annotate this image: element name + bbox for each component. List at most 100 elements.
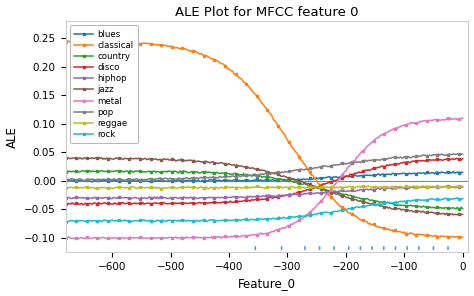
- rock: [63, 220, 68, 223]
- rock: [399, 199, 404, 203]
- Line: classical: classical: [64, 39, 464, 239]
- classical: [299, 159, 305, 163]
- blues: [301, 177, 306, 181]
- blues: [89, 180, 95, 184]
- blues: [399, 172, 404, 176]
- pop: [460, 152, 465, 156]
- Line: rock: rock: [64, 197, 464, 223]
- Line: country: country: [64, 169, 464, 210]
- country: [424, 205, 429, 209]
- metal: [460, 116, 465, 120]
- disco: [63, 202, 68, 206]
- reggae: [301, 186, 306, 189]
- blues: [299, 178, 305, 181]
- pop: [82, 179, 87, 183]
- reggae: [307, 185, 313, 189]
- pop: [301, 168, 306, 171]
- rock: [64, 220, 70, 223]
- Line: hiphop: hiphop: [64, 185, 464, 200]
- jazz: [450, 213, 456, 217]
- hiphop: [137, 197, 143, 201]
- hiphop: [299, 193, 305, 196]
- jazz: [424, 211, 429, 214]
- metal: [115, 237, 120, 240]
- jazz: [301, 181, 306, 184]
- pop: [307, 167, 313, 170]
- metal: [301, 216, 306, 220]
- rock: [299, 215, 305, 218]
- hiphop: [399, 186, 404, 189]
- classical: [301, 161, 306, 165]
- jazz: [63, 156, 68, 160]
- hiphop: [460, 185, 465, 189]
- country: [299, 183, 305, 186]
- rock: [455, 196, 460, 200]
- Line: jazz: jazz: [64, 156, 464, 216]
- metal: [399, 124, 404, 128]
- reggae: [399, 185, 404, 189]
- metal: [424, 119, 429, 123]
- classical: [460, 235, 465, 239]
- pop: [399, 156, 404, 160]
- Line: blues: blues: [64, 170, 464, 183]
- rock: [460, 197, 465, 200]
- country: [301, 182, 306, 186]
- Y-axis label: ALE: ALE: [6, 126, 18, 148]
- classical: [63, 40, 68, 44]
- jazz: [96, 156, 101, 159]
- disco: [424, 158, 429, 162]
- country: [399, 204, 404, 207]
- classical: [307, 170, 313, 174]
- rock: [301, 214, 306, 218]
- Title: ALE Plot for MFCC feature 0: ALE Plot for MFCC feature 0: [175, 6, 359, 19]
- Legend: blues, classical, country, disco, hiphop, jazz, metal, pop, reggae, rock: blues, classical, country, disco, hiphop…: [70, 25, 138, 143]
- metal: [63, 236, 68, 239]
- pop: [424, 155, 429, 158]
- metal: [299, 217, 305, 221]
- reggae: [425, 185, 431, 188]
- hiphop: [301, 192, 306, 196]
- classical: [424, 234, 429, 237]
- pop: [64, 178, 70, 181]
- metal: [64, 236, 70, 240]
- rock: [424, 198, 429, 202]
- classical: [64, 39, 70, 42]
- blues: [450, 170, 456, 173]
- jazz: [299, 179, 305, 183]
- country: [307, 184, 313, 187]
- blues: [63, 178, 68, 182]
- country: [63, 170, 68, 174]
- reggae: [63, 186, 68, 189]
- hiphop: [307, 192, 313, 195]
- reggae: [299, 186, 305, 190]
- disco: [299, 190, 305, 194]
- jazz: [399, 208, 404, 212]
- pop: [299, 168, 305, 171]
- jazz: [64, 157, 70, 160]
- blues: [424, 170, 429, 174]
- disco: [301, 189, 306, 193]
- reggae: [460, 185, 465, 188]
- blues: [460, 170, 465, 174]
- metal: [307, 210, 313, 214]
- pop: [457, 152, 463, 155]
- country: [460, 207, 465, 210]
- reggae: [64, 186, 70, 190]
- jazz: [307, 183, 313, 186]
- country: [64, 169, 70, 173]
- rock: [65, 220, 71, 223]
- disco: [64, 202, 70, 206]
- hiphop: [63, 197, 68, 200]
- disco: [307, 187, 313, 191]
- hiphop: [424, 185, 429, 189]
- classical: [447, 236, 452, 240]
- Line: disco: disco: [64, 157, 464, 206]
- Line: pop: pop: [64, 153, 464, 182]
- blues: [64, 179, 70, 182]
- country: [99, 169, 104, 172]
- disco: [80, 203, 86, 206]
- hiphop: [64, 197, 70, 201]
- reggae: [420, 184, 426, 188]
- Line: metal: metal: [64, 117, 464, 240]
- blues: [307, 177, 313, 180]
